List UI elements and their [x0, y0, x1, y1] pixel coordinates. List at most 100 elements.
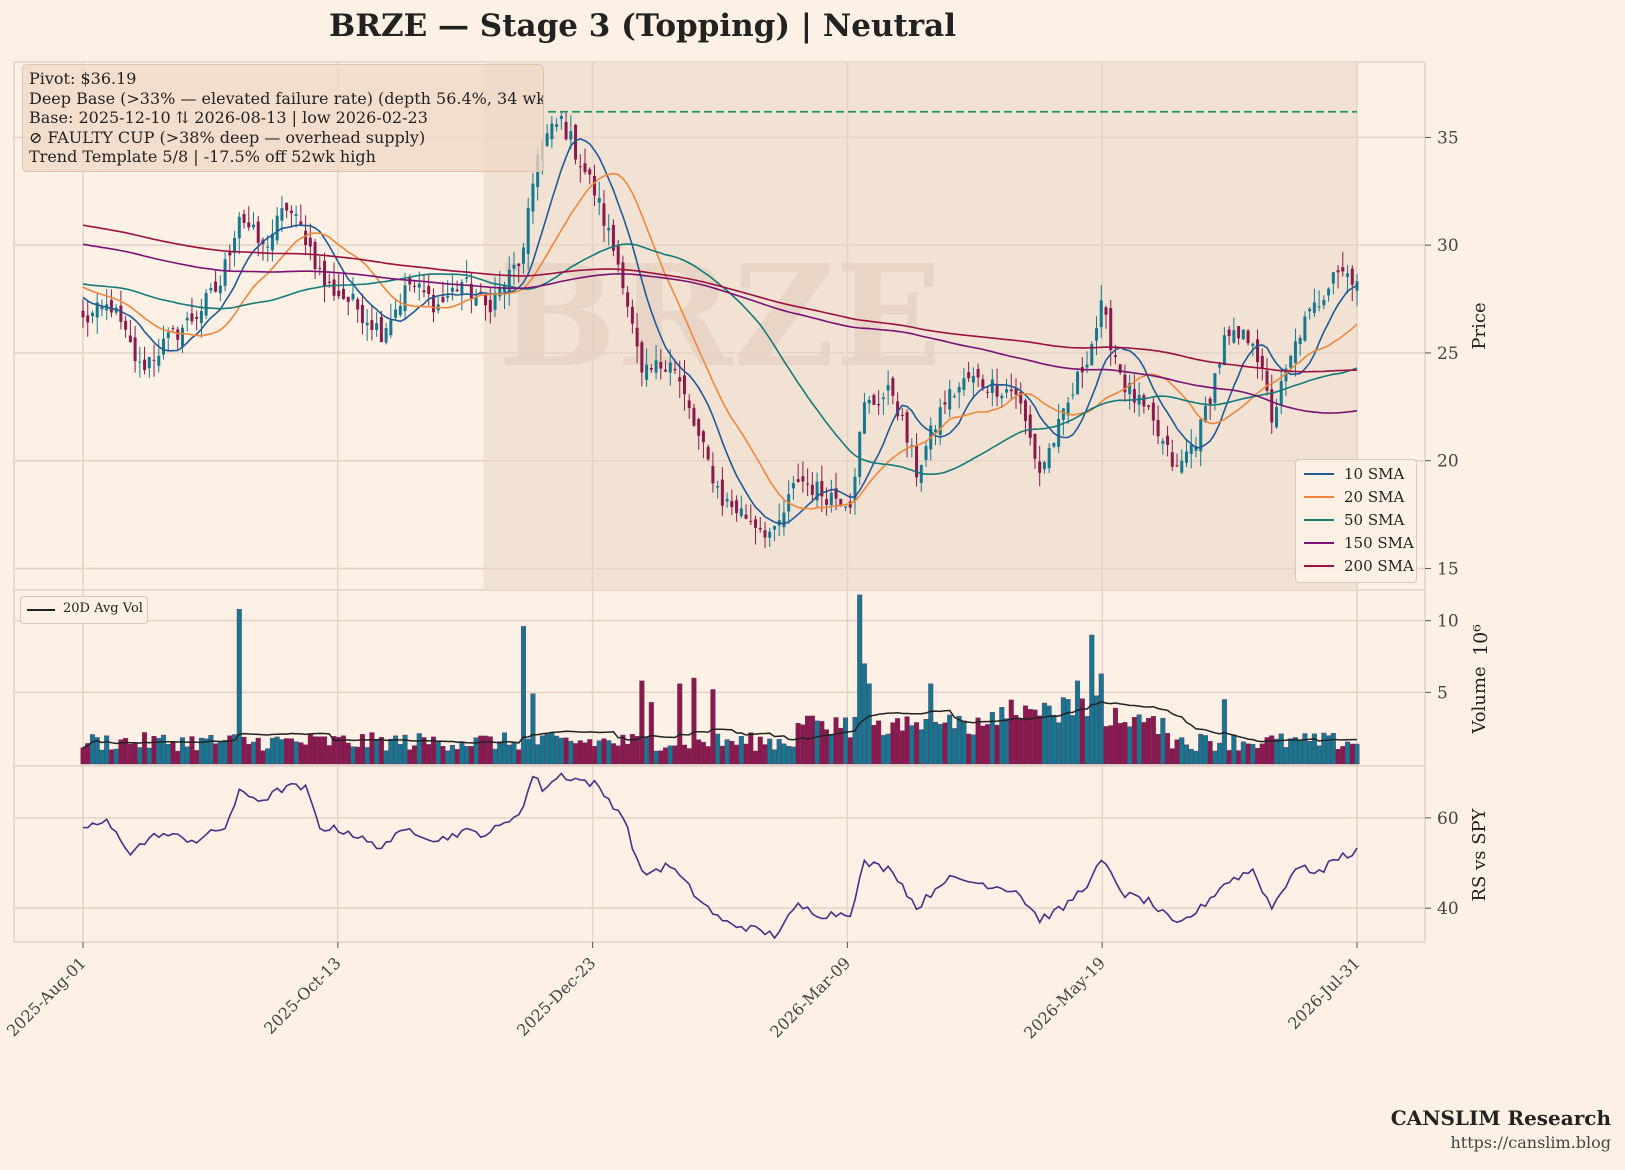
volume-bar	[468, 746, 474, 765]
candle-body	[1208, 398, 1212, 405]
candle-body	[592, 175, 596, 196]
candle-body	[109, 300, 113, 313]
volume-bar	[577, 740, 583, 765]
candle-body	[896, 401, 900, 417]
volume-bar	[753, 750, 759, 765]
candle-body	[394, 309, 398, 318]
volume-bar	[364, 747, 370, 765]
candle-body	[275, 215, 279, 241]
volume-bar	[1202, 735, 1208, 765]
candle-body	[815, 481, 819, 501]
candle-body	[858, 431, 862, 477]
volume-bar	[880, 735, 886, 765]
candle-body	[308, 237, 312, 247]
volume-bar	[355, 746, 361, 765]
pattern-info-box: Pivot: $36.19 Deep Base (>33% — elevated…	[22, 64, 544, 172]
volume-bars-group	[80, 594, 1360, 765]
volume-bar	[445, 750, 451, 765]
candle-body	[1166, 435, 1170, 445]
candle-body	[607, 227, 611, 231]
volume-bar	[1112, 707, 1118, 765]
volume-bar	[217, 741, 223, 765]
candle-body	[791, 483, 795, 489]
volume-bar	[573, 743, 579, 765]
volume-bar	[956, 715, 962, 765]
volume-bar	[1136, 714, 1142, 765]
volume-bar	[587, 739, 593, 765]
volume-bar	[288, 738, 294, 765]
candle-body	[180, 327, 184, 347]
volume-bar	[1146, 718, 1152, 765]
candle-body	[498, 286, 502, 297]
xtick-label: 2025-Dec-23	[513, 953, 599, 1039]
candle-body	[1279, 381, 1283, 406]
volume-bar	[1217, 742, 1223, 765]
candle-body	[739, 508, 743, 517]
candle-body	[190, 313, 194, 322]
candle-body	[768, 531, 772, 538]
volume-bar	[700, 742, 706, 765]
candle-body	[550, 123, 554, 140]
candle-body	[384, 328, 388, 343]
candle-body	[1099, 300, 1103, 327]
volume-bar	[771, 749, 777, 765]
volume-bar	[265, 748, 271, 765]
candle-body	[1076, 371, 1080, 395]
candle-body	[839, 498, 843, 507]
volume-bar	[274, 736, 280, 765]
candle-body	[967, 372, 971, 379]
ytick-label-price: 35	[1437, 128, 1459, 148]
volume-bar	[696, 739, 702, 765]
candle-body	[138, 361, 142, 363]
candle-body	[1028, 414, 1032, 438]
candle-body	[214, 281, 218, 292]
volume-bar	[487, 736, 493, 765]
candle-body	[1052, 443, 1056, 447]
volume-bar	[246, 743, 252, 765]
candle-body	[1151, 402, 1155, 421]
volume-bar	[516, 749, 522, 765]
candle-body	[266, 246, 270, 248]
candle-body	[1203, 405, 1207, 423]
volume-bar	[293, 741, 299, 765]
candle-body	[403, 285, 407, 312]
xtick-label: 2026-Mar-09	[766, 953, 854, 1041]
volume-bar	[127, 743, 133, 765]
volume-bar	[985, 724, 991, 765]
candle-body	[195, 316, 199, 319]
legend-label-200-sma: 200 SMA	[1344, 557, 1414, 575]
volume-bar	[535, 744, 541, 765]
candle-body	[1009, 389, 1013, 392]
candle-body	[825, 499, 829, 505]
base-shading	[483, 62, 1358, 590]
candle-body	[289, 210, 293, 214]
sma-line-50	[82, 243, 1358, 475]
candle-body	[90, 312, 94, 317]
volume-bar	[222, 740, 228, 765]
candle-body	[1014, 387, 1018, 395]
candle-body	[900, 414, 904, 416]
volume-bar	[738, 736, 744, 765]
volume-bar	[1155, 734, 1161, 765]
volume-bar	[108, 749, 114, 765]
volume-bar	[1037, 715, 1043, 765]
volume-bar	[383, 750, 389, 765]
volume-bar	[137, 747, 143, 765]
candle-body	[503, 286, 507, 292]
volume-bar	[459, 742, 465, 765]
candle-body	[147, 357, 151, 369]
volume-bar	[241, 736, 247, 765]
candle-body	[1061, 408, 1065, 420]
candle-body	[488, 299, 492, 313]
candle-body	[1218, 363, 1222, 368]
xtick-label: 2026-May-19	[1020, 953, 1109, 1042]
candle-body	[1123, 374, 1127, 393]
volume-bar	[644, 737, 650, 765]
volume-axis-label: Volume	[1469, 666, 1490, 734]
volume-bar	[440, 746, 446, 765]
legend-label-50-sma: 50 SMA	[1344, 511, 1405, 529]
volume-bar	[885, 733, 891, 765]
rs-axis-label: RS vs SPY	[1469, 807, 1490, 901]
volume-bar	[719, 745, 725, 765]
volume-bar	[776, 739, 782, 765]
